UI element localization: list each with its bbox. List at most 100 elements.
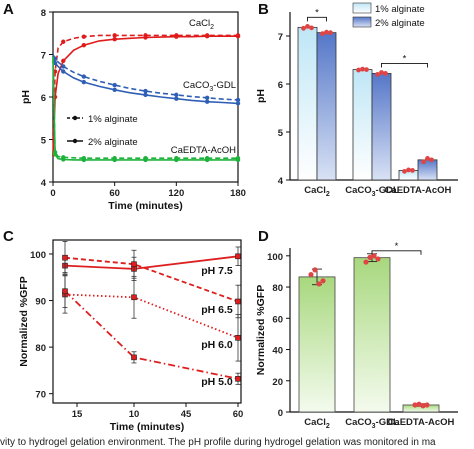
data-point bbox=[143, 88, 148, 94]
data-point bbox=[412, 402, 418, 408]
data-point bbox=[235, 157, 241, 163]
y-tick-label: 80 bbox=[272, 283, 283, 294]
data-point bbox=[81, 157, 87, 163]
data-point bbox=[235, 334, 241, 341]
y-tick-label: 6 bbox=[278, 80, 283, 91]
data-point bbox=[379, 70, 384, 75]
x-tick-label: 60 bbox=[233, 409, 244, 420]
series-line bbox=[64, 290, 239, 380]
panel-label-a: A bbox=[3, 1, 14, 18]
series-label: pH 7.5 bbox=[201, 265, 233, 277]
data-point bbox=[112, 87, 117, 92]
data-point bbox=[52, 152, 58, 157]
data-point bbox=[112, 33, 117, 38]
legend-swatch bbox=[352, 2, 372, 14]
data-point bbox=[383, 71, 388, 76]
y-tick-label: 90 bbox=[35, 297, 46, 308]
data-point bbox=[402, 168, 407, 174]
data-point bbox=[131, 261, 137, 268]
significance-bracket bbox=[371, 250, 422, 255]
y-tick-label: 40 bbox=[272, 346, 283, 357]
y-tick-label: 80 bbox=[35, 343, 46, 354]
x-tick-label: 10 bbox=[129, 409, 140, 420]
data-point bbox=[235, 101, 241, 106]
legend-label: 2% alginate bbox=[375, 18, 425, 29]
series-line bbox=[52, 58, 239, 105]
data-point bbox=[62, 254, 68, 261]
panel-label-c: C bbox=[3, 228, 14, 245]
category-label: CaCO3-GDL bbox=[345, 185, 399, 198]
y-tick-label: 7 bbox=[278, 32, 283, 43]
data-point bbox=[356, 67, 361, 73]
y-tick-label: 100 bbox=[30, 250, 46, 261]
data-point bbox=[174, 157, 179, 163]
data-point bbox=[61, 157, 66, 162]
y-tick-label: 20 bbox=[272, 377, 283, 388]
data-point bbox=[424, 402, 430, 408]
legend-label: 1% alginate bbox=[88, 114, 138, 125]
series-label: pH 6.0 bbox=[201, 339, 233, 351]
data-point bbox=[61, 64, 66, 69]
data-point bbox=[61, 58, 66, 64]
data-point bbox=[174, 96, 179, 101]
bar bbox=[352, 69, 373, 181]
annotation-caedta: CaEDTA-AcOH bbox=[171, 145, 236, 156]
x-tick-label: 45 bbox=[181, 409, 192, 420]
series-label: pH 6.5 bbox=[201, 304, 233, 316]
bar bbox=[353, 257, 391, 413]
x-tick-label: 120 bbox=[168, 188, 184, 199]
data-point bbox=[61, 39, 66, 44]
series-line bbox=[52, 58, 238, 159]
data-point bbox=[81, 34, 87, 39]
data-point bbox=[235, 34, 241, 39]
data-point bbox=[309, 25, 314, 31]
y-tick-label: 6 bbox=[41, 93, 46, 104]
data-point bbox=[112, 157, 117, 163]
y-tick-label: 60 bbox=[272, 314, 283, 325]
x-tick-label: 15 bbox=[72, 409, 83, 420]
chart-panel-a: 4 5 6 7 8 0 60 120 180 Time (minutes) pH CaCl2 CaCO3… bbox=[20, 8, 246, 212]
bar bbox=[417, 159, 438, 181]
data-point bbox=[143, 92, 148, 98]
y-axis-label: pH bbox=[20, 90, 32, 104]
x-tick-label: 180 bbox=[230, 188, 246, 199]
y-tick-label: 100 bbox=[267, 252, 283, 263]
data-point bbox=[235, 97, 241, 103]
data-point bbox=[204, 157, 210, 163]
data-point bbox=[371, 253, 377, 259]
data-point bbox=[235, 375, 241, 382]
data-point bbox=[410, 168, 415, 173]
legend-label: 2% alginate bbox=[88, 137, 138, 148]
legend-marker bbox=[72, 115, 78, 121]
panel-label-d: D bbox=[258, 228, 269, 245]
y-tick-label: 5 bbox=[278, 128, 284, 139]
legend-label: 1% alginate bbox=[375, 4, 425, 15]
x-tick-label: 60 bbox=[109, 188, 120, 199]
data-point bbox=[320, 31, 325, 36]
bar bbox=[298, 276, 336, 413]
data-point bbox=[301, 25, 306, 31]
legend-swatch bbox=[352, 16, 372, 28]
significance-bracket bbox=[307, 16, 327, 22]
category-label: CaEDTA-AcOH bbox=[388, 417, 455, 428]
significance-star: * bbox=[315, 7, 319, 18]
y-tick-label: 8 bbox=[41, 8, 46, 19]
annotation-caco3: CaCO3-GDL bbox=[183, 80, 236, 93]
significance-star: * bbox=[403, 53, 407, 64]
data-point bbox=[174, 92, 179, 98]
data-point bbox=[143, 157, 148, 163]
series-line bbox=[52, 34, 238, 157]
y-tick-label: 0 bbox=[278, 408, 283, 419]
significance-bracket bbox=[381, 62, 428, 68]
bar bbox=[371, 73, 392, 181]
data-point bbox=[308, 271, 314, 278]
data-point bbox=[143, 35, 148, 40]
y-axis-label: Normalized %GFP bbox=[18, 276, 30, 366]
data-point bbox=[363, 259, 369, 265]
data-point bbox=[81, 79, 87, 85]
category-label: CaCl2 bbox=[304, 417, 330, 430]
data-point bbox=[204, 99, 210, 104]
data-point bbox=[204, 95, 210, 101]
category-label: CaCl2 bbox=[304, 185, 330, 198]
